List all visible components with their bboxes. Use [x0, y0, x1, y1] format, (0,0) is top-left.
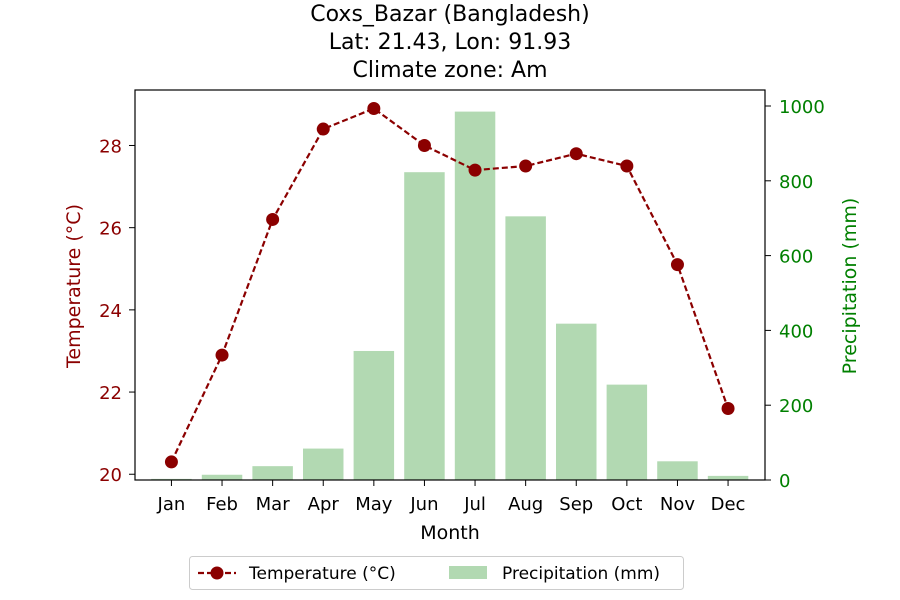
precipitation-bar-sep [556, 323, 597, 480]
legend-temperature-label: Temperature (°C) [248, 564, 396, 584]
temperature-series-line [170, 107, 730, 463]
y-right-tick-label-800: 800 [779, 172, 813, 193]
y-right-tick-label-1000: 1000 [779, 97, 825, 118]
temperature-point-nov [670, 258, 684, 272]
x-tick-label-mar: Mar [256, 494, 291, 515]
y-right-tick-label-200: 200 [779, 396, 813, 417]
precipitation-bar-jun [404, 172, 445, 480]
temperature-point-jan [164, 455, 178, 469]
temperature-point-mar [266, 212, 280, 226]
temperature-line [164, 101, 735, 469]
x-tick-label-feb: Feb [206, 494, 238, 515]
y-axis-right-label: Precipitation (mm) [839, 198, 861, 375]
x-tick-label-dec: Dec [711, 494, 746, 515]
x-tick-label-jun: Jun [409, 494, 438, 515]
y-axis-left-label: Temperature (°C) [63, 204, 85, 369]
precipitation-bar-nov [657, 461, 698, 480]
temperature-point-apr [316, 122, 330, 136]
precipitation-bar-dec [707, 475, 749, 480]
temperature-point-may [367, 101, 381, 115]
precipitation-bar-aug [505, 216, 546, 480]
precipitation-bar-mar [252, 466, 293, 480]
chart-title: Coxs_Bazar (Bangladesh) Lat: 21.43, Lon:… [310, 2, 589, 83]
legend: Temperature (°C) Precipitation (mm) [189, 556, 684, 590]
axis-labels: Month Temperature (°C) Precipitation (mm… [63, 198, 861, 544]
legend-temperature-marker [210, 566, 224, 580]
y-right-tick-label-400: 400 [779, 321, 813, 342]
y-left-tick-label-24: 24 [99, 301, 122, 322]
x-tick-label-nov: Nov [660, 494, 695, 515]
x-tick-label-aug: Aug [508, 494, 543, 515]
plot-frame [134, 89, 766, 481]
chart-title-line-1: Coxs_Bazar (Bangladesh) [310, 2, 589, 27]
x-tick-label-may: May [355, 494, 393, 515]
precipitation-bar-feb [201, 474, 243, 480]
x-tick-label-jan: Jan [157, 494, 186, 515]
y-left-tick-label-28: 28 [99, 136, 122, 157]
temperature-point-jul [468, 163, 482, 177]
chart-title-line-2: Lat: 21.43, Lon: 91.93 [329, 30, 571, 55]
temperature-point-jun [417, 138, 431, 152]
legend-precipitation-label: Precipitation (mm) [502, 564, 660, 584]
temperature-point-sep [569, 147, 583, 161]
y-left-tick-label-26: 26 [99, 219, 122, 240]
temperature-point-dec [721, 401, 735, 415]
legend-frame [189, 556, 684, 590]
temperature-point-aug [519, 159, 533, 173]
x-tick-label-sep: Sep [559, 494, 593, 515]
axes: Jan Feb Mar Apr May Jun Jul Aug Sep Oct Nov Dec 20 22… [99, 89, 825, 515]
legend-precipitation-patch [449, 566, 487, 579]
precipitation-bar-oct [606, 384, 648, 480]
x-tick-label-jul: Jul [463, 494, 486, 515]
x-axis-label: Month [420, 522, 480, 544]
x-tick-label-apr: Apr [308, 494, 340, 515]
precipitation-bar-apr [303, 448, 344, 480]
y-left-tick-label-22: 22 [99, 383, 122, 404]
y-right-tick-label-600: 600 [779, 247, 813, 268]
temperature-point-feb [215, 348, 229, 362]
precipitation-bars [151, 111, 749, 481]
temperature-point-oct [620, 159, 634, 173]
y-right-tick-label-0: 0 [779, 471, 790, 492]
x-tick-label-oct: Oct [611, 494, 642, 515]
precipitation-bar-may [353, 350, 395, 480]
y-left-tick-label-20: 20 [99, 465, 122, 486]
chart-title-line-3: Climate zone: Am [352, 58, 547, 83]
